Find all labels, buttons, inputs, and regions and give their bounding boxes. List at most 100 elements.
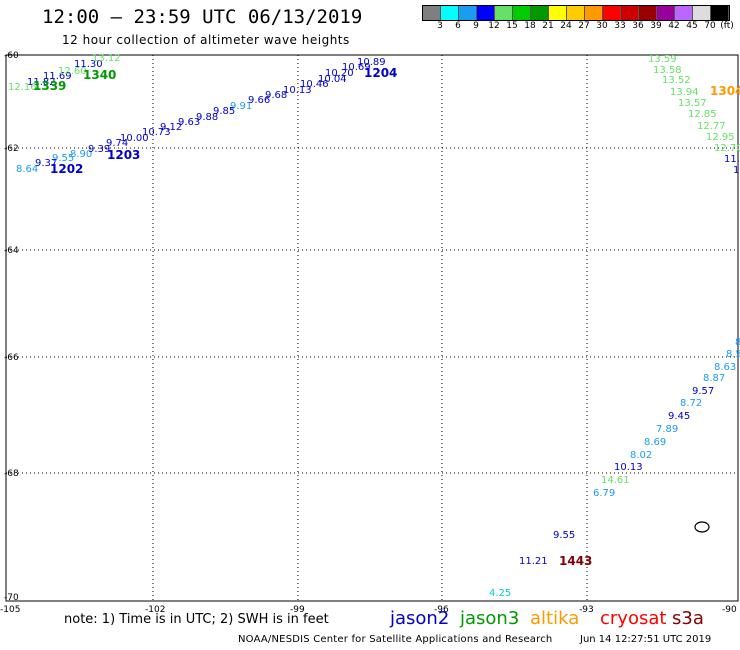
pass-label: 1203: [107, 148, 140, 162]
scale-label: 9: [473, 21, 479, 31]
wave-value: 9.74: [106, 138, 128, 149]
pass-label: 1204: [364, 66, 397, 80]
wave-value: 13.57: [678, 98, 707, 109]
right-top-track: 13.59 13.58 13.52 13.94 13.57 12.85 12.7…: [648, 54, 740, 176]
wave-value: 12.85: [688, 109, 717, 120]
wave-value: 11.69: [43, 71, 72, 82]
wave-value: 1: [733, 165, 739, 176]
scale-label: 6: [455, 21, 461, 31]
wave-value: 12.16: [8, 82, 37, 93]
credit-text: NOAA/NESDIS Center for Satellite Applica…: [238, 634, 553, 645]
wave-value: 9.57: [692, 386, 714, 397]
wave-value: 11.21: [519, 556, 548, 567]
wave-value: 13.59: [648, 54, 677, 65]
wave-value: 9.45: [668, 411, 690, 422]
wave-value: 4.25: [489, 588, 511, 599]
scale-label: 36: [632, 21, 644, 31]
wave-value: 9.88: [196, 112, 218, 123]
color-swatch: [639, 6, 657, 20]
scale-label: 3: [437, 21, 443, 31]
legend-jason3: jason3: [460, 608, 520, 629]
pass-label: 1443: [559, 554, 592, 568]
wave-value: 10.13: [614, 462, 643, 473]
color-swatch: [531, 6, 549, 20]
scale-label: 27: [578, 21, 590, 31]
scale-label: 70: [704, 21, 716, 31]
right-mid-track: 8 8.5 8.63 8.87 9.57 8.72 9.45 7.89 8.69…: [593, 337, 740, 499]
scale-label: 21: [542, 21, 554, 31]
lon-label: -102: [145, 605, 165, 615]
legend-cryosat: cryosat: [600, 608, 667, 629]
wave-value: 9.68: [265, 90, 287, 101]
color-swatch: [477, 6, 495, 20]
wave-value: 10.20: [325, 68, 354, 79]
color-swatch: [513, 6, 531, 20]
wave-value: 9.66: [248, 95, 270, 106]
wave-value: 9.39: [88, 144, 110, 155]
color-swatch: [621, 6, 639, 20]
wave-value: 8: [735, 337, 740, 348]
lat-label: -66: [4, 353, 19, 363]
wave-value: 8.63: [714, 362, 736, 373]
lat-label: -64: [4, 246, 19, 256]
wave-value: 9.37: [35, 158, 57, 169]
color-swatch: [585, 6, 603, 20]
wave-value: 7.89: [656, 424, 678, 435]
grid-lines: [6, 55, 738, 601]
color-swatch: [693, 6, 711, 20]
lon-label: -96: [434, 605, 449, 615]
wave-value: 10.73: [142, 127, 171, 138]
color-swatch: [441, 6, 459, 20]
scale-label: 30: [596, 21, 608, 31]
legend-altika: altika: [530, 608, 580, 629]
footer-note: note: 1) Time is in UTC; 2) SWH is in fe…: [64, 612, 329, 627]
lat-label: -68: [4, 469, 19, 479]
wave-value: 12.77: [697, 121, 726, 132]
color-swatch: [549, 6, 567, 20]
wave-value: 9.12: [160, 122, 182, 133]
scale-label: 39: [650, 21, 662, 31]
wave-value: 10.04: [318, 74, 347, 85]
lon-label: -93: [579, 605, 594, 615]
diagonal-track: 8.64 9.37 9.55 8.90 9.39 9.74 10.00 10.7…: [16, 57, 386, 175]
pass-label: 1304: [710, 84, 740, 98]
color-swatch: [657, 6, 675, 20]
wave-value: 12.70: [714, 143, 740, 154]
color-swatch: [495, 6, 513, 20]
scale-label: 33: [614, 21, 626, 31]
wave-value: 9.55: [52, 153, 74, 164]
wave-value: 11.30: [74, 59, 103, 70]
wave-value: 8.5: [726, 349, 740, 360]
lon-label: -105: [0, 605, 20, 615]
wave-value: 8.02: [630, 450, 652, 461]
pass-label: 1202: [50, 162, 83, 176]
wave-value: 9.63: [178, 117, 200, 128]
wave-value: 8.90: [70, 149, 92, 160]
pass-label: 1339: [33, 79, 66, 93]
scale-label: 45: [686, 21, 698, 31]
pass-label: 1340: [83, 68, 116, 82]
color-swatch: [567, 6, 585, 20]
wave-value: 9.85: [213, 106, 235, 117]
wave-value: 13.58: [653, 65, 682, 76]
wave-value: 10.46: [300, 79, 329, 90]
lat-label: -62: [4, 144, 19, 154]
wave-value: 10.69: [342, 62, 371, 73]
wave-value: 9.91: [230, 101, 252, 112]
color-swatch: [675, 6, 693, 20]
lat-label: -60: [4, 51, 19, 61]
color-swatch: [423, 6, 441, 20]
lat-label: -70: [4, 593, 19, 603]
scale-label: 18: [524, 21, 536, 31]
wave-value: 14.61: [601, 475, 630, 486]
scale-unit: (ft): [720, 21, 734, 31]
wave-value: 12.60: [58, 66, 87, 77]
lon-label: -99: [290, 605, 305, 615]
wave-value: 8.87: [703, 373, 725, 384]
wave-value: 8.69: [644, 437, 666, 448]
wave-value: 12.95: [706, 132, 735, 143]
scale-label: 15: [506, 21, 518, 31]
page-subtitle: 12 hour collection of altimeter wave hei…: [62, 33, 350, 47]
page-title: 12:00 – 23:59 UTC 06/13/2019: [42, 6, 363, 28]
